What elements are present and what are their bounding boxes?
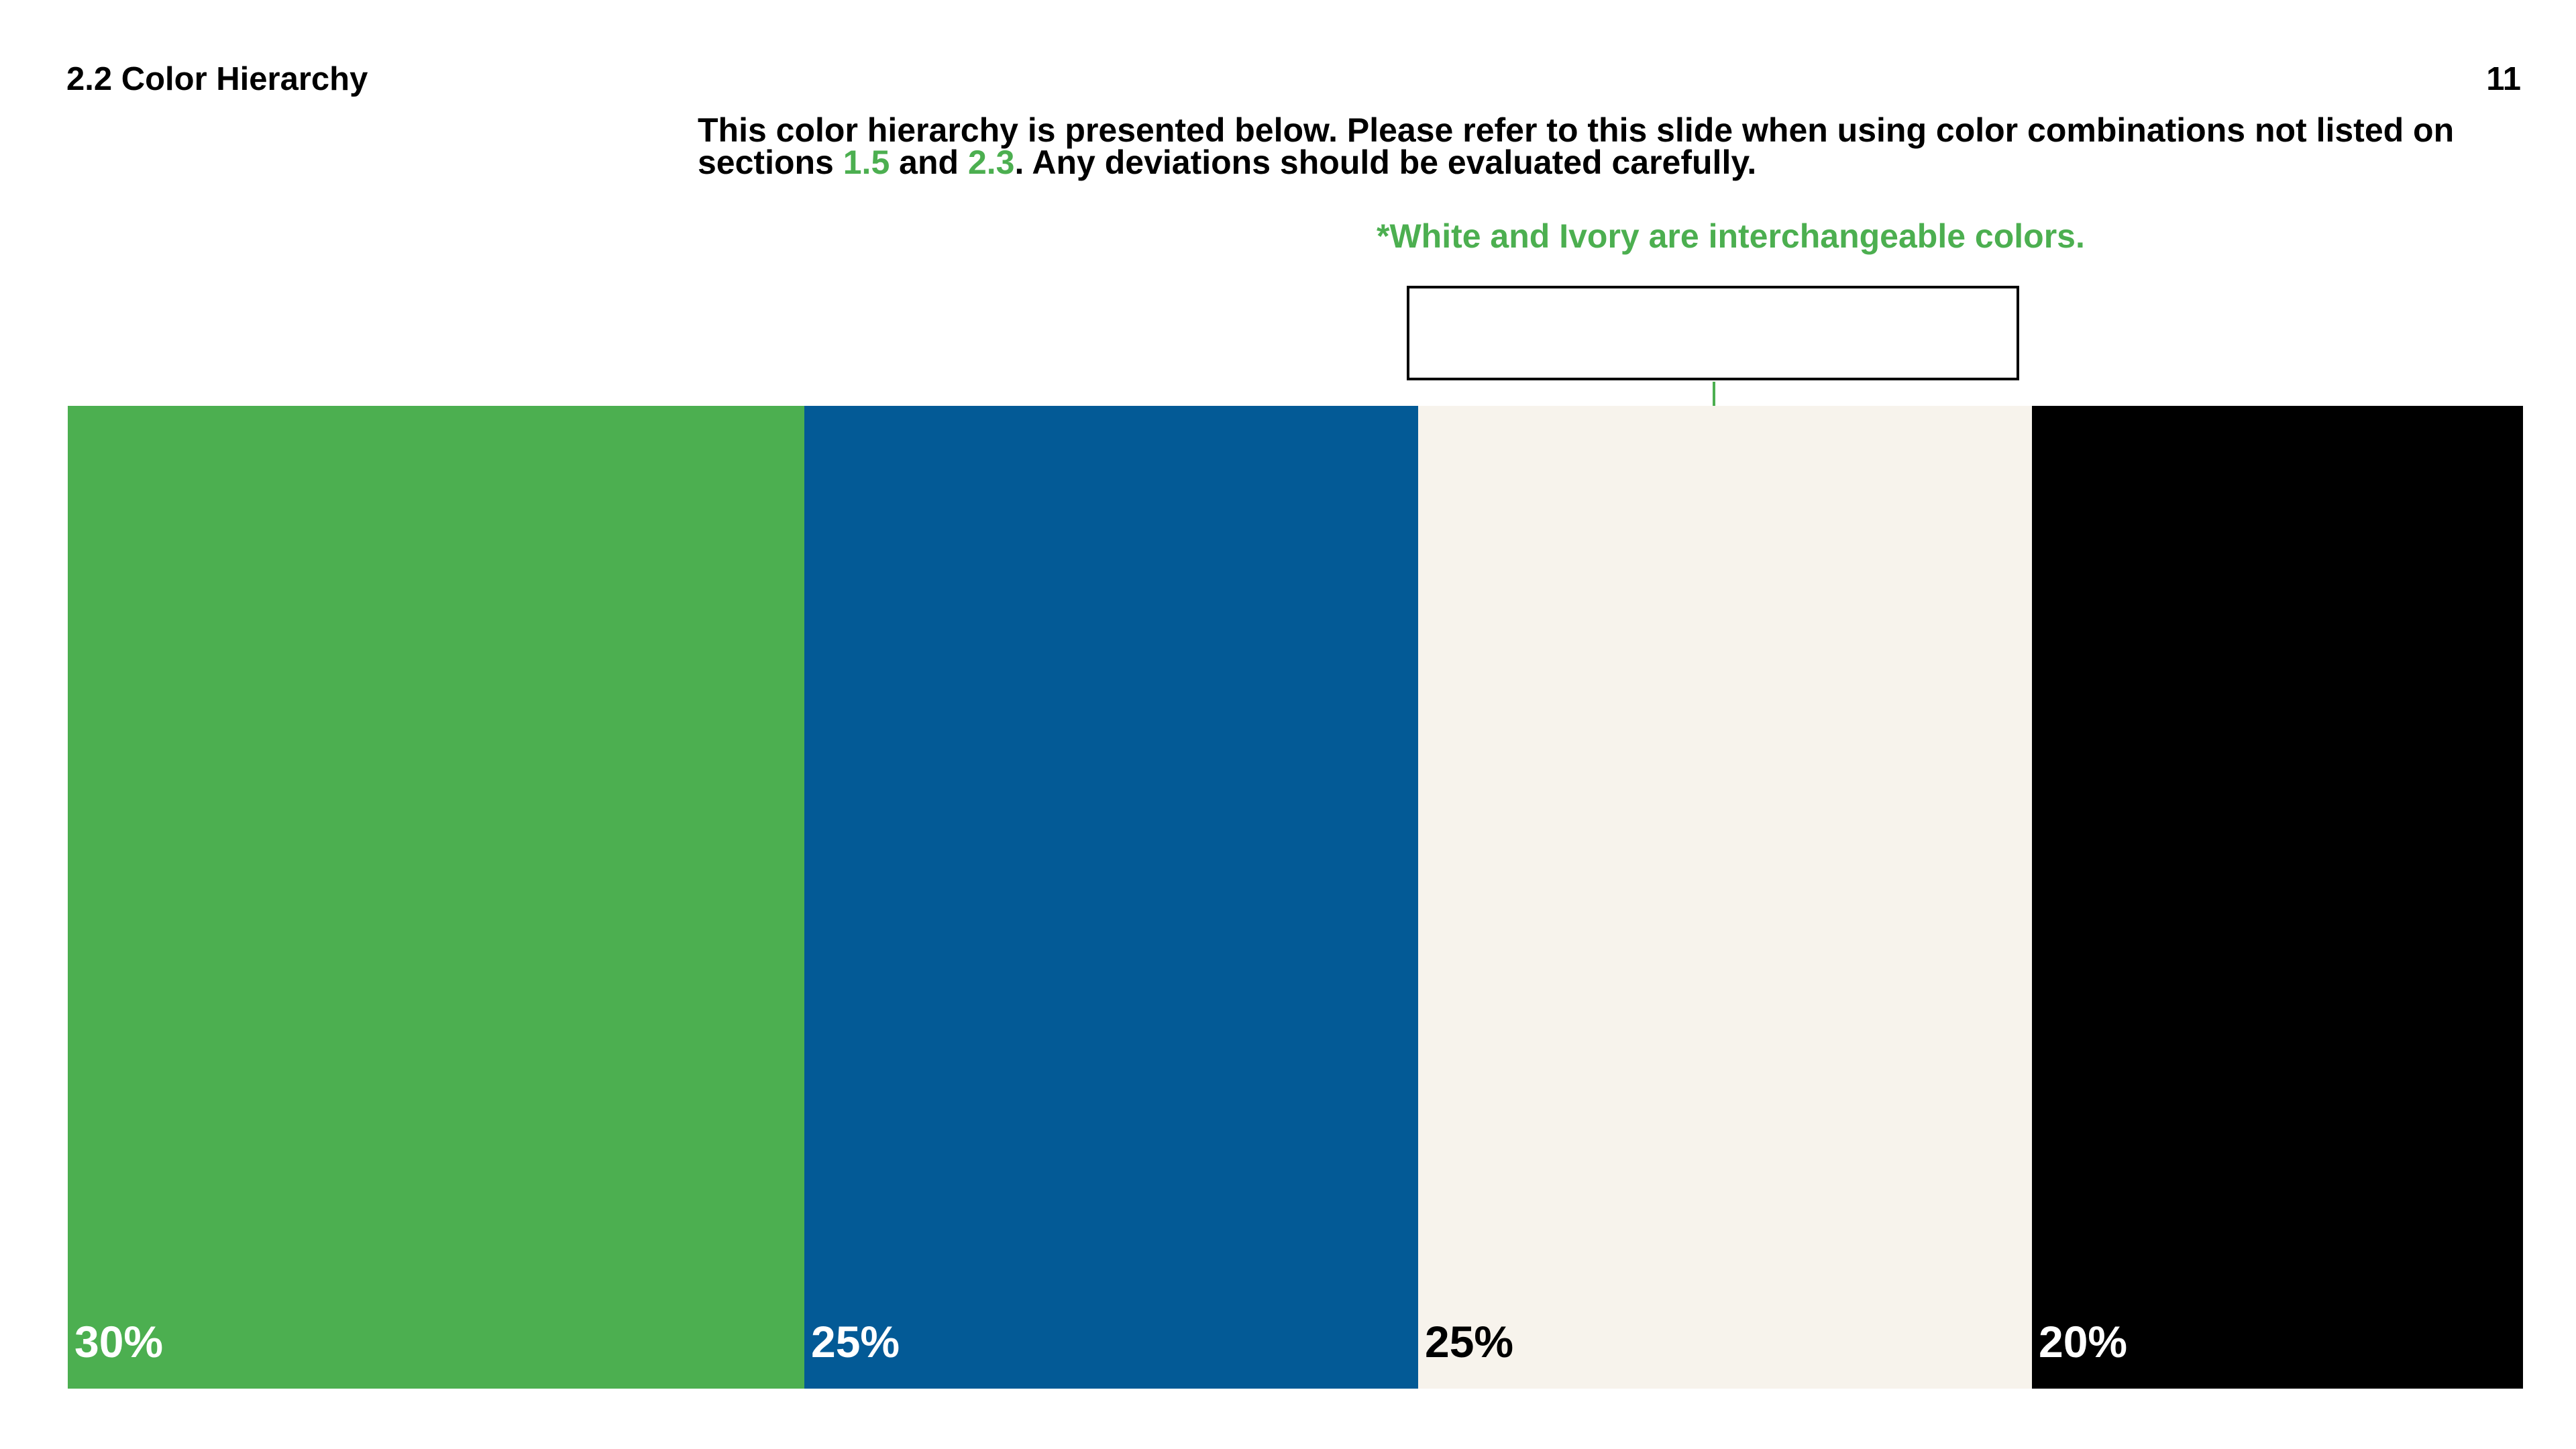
section-ref-1-5: 1.5: [843, 144, 890, 181]
intro-line-1: This color hierarchy is presented below.…: [698, 111, 2455, 149]
page-number: 11: [2486, 61, 2521, 97]
section-title: 2.2 Color Hierarchy: [66, 61, 368, 97]
color-hierarchy-bars: 30% 25% 25% 20%: [68, 406, 2523, 1389]
intro-middle: and: [890, 144, 968, 181]
swatch-black-percent: 20%: [2039, 1317, 2128, 1366]
intro-prefix: sections: [698, 144, 843, 181]
swatch-green-percent: 30%: [74, 1317, 164, 1366]
swatch-blue: 25%: [804, 406, 1418, 1389]
white-swatch: [1407, 286, 2019, 380]
swatch-blue-percent: 25%: [811, 1317, 900, 1366]
swatch-green: 30%: [68, 406, 804, 1389]
swatch-ivory-percent: 25%: [1425, 1317, 1514, 1366]
intro-paragraph: This color hierarchy is presented below.…: [698, 111, 2536, 181]
interchangeable-note: *White and Ivory are interchangeable col…: [1377, 217, 2085, 255]
white-ivory-connector: [1713, 382, 1715, 406]
swatch-ivory: 25%: [1418, 406, 2032, 1389]
swatch-black: 20%: [2032, 406, 2523, 1389]
section-ref-2-3: 2.3: [967, 144, 1015, 181]
intro-suffix: . Any deviations should be evaluated car…: [1014, 144, 1757, 181]
